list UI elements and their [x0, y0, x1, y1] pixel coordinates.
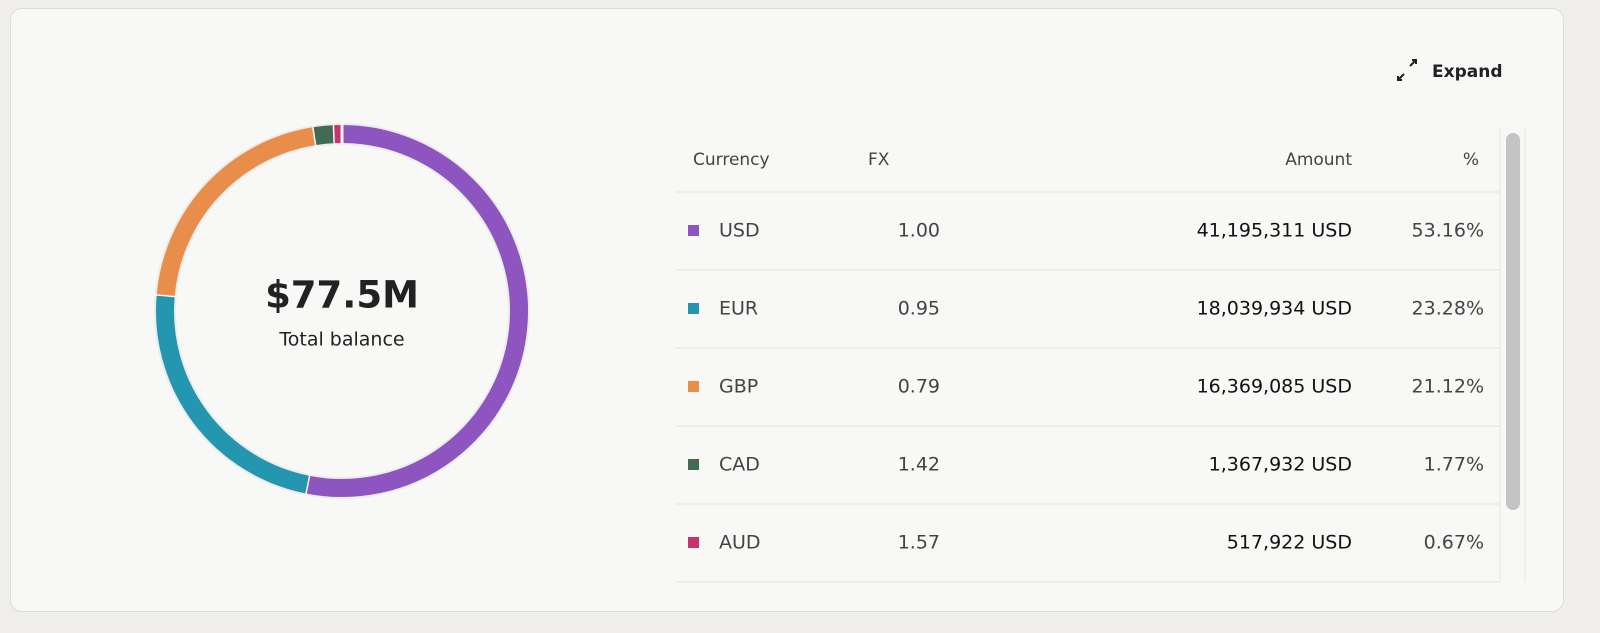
currency: AUD: [719, 532, 761, 554]
table-bg: [675, 128, 1501, 582]
currency-swatch: [688, 537, 699, 548]
percent: 53.16%: [1412, 220, 1484, 242]
percent: 23.28%: [1412, 298, 1484, 320]
percent: 21.12%: [1412, 376, 1484, 398]
currency: GBP: [719, 376, 758, 398]
currency-swatch: [688, 303, 699, 314]
percent: 0.67%: [1424, 532, 1484, 554]
total-value: $77.5M: [265, 274, 419, 317]
amount: 41,195,311 USD: [1197, 220, 1352, 242]
currency-swatch: [688, 459, 699, 470]
donut-segment: [305, 125, 528, 497]
currency: USD: [719, 220, 760, 242]
fx-rate: 1.00: [898, 220, 940, 242]
col-header: Currency: [693, 150, 770, 170]
expand-label[interactable]: Expand: [1432, 62, 1503, 82]
col-header: Amount: [1285, 150, 1352, 170]
amount: 18,039,934 USD: [1197, 298, 1352, 320]
expand-button[interactable]: Expand: [1397, 59, 1503, 82]
fx-rate: 0.79: [898, 376, 940, 398]
currency-swatch: [688, 381, 699, 392]
amount: 1,367,932 USD: [1209, 454, 1352, 476]
donut-segment: [313, 125, 336, 145]
expand-icon: [1397, 59, 1417, 81]
col-header: %: [1463, 150, 1479, 170]
currency-swatch: [688, 225, 699, 236]
currency: CAD: [719, 454, 760, 476]
amount: 517,922 USD: [1227, 532, 1352, 554]
donut-segment: [156, 294, 309, 494]
donut-segment: [156, 127, 317, 296]
percent: 1.77%: [1424, 454, 1484, 476]
scrollbar[interactable]: [1506, 133, 1520, 510]
currency: EUR: [719, 298, 758, 320]
total-label: Total balance: [278, 329, 404, 351]
col-header: FX: [868, 150, 890, 170]
fx-rate: 0.95: [898, 298, 940, 320]
fx-rate: 1.42: [898, 454, 940, 476]
fx-rate: 1.57: [898, 532, 940, 554]
amount: 16,369,085 USD: [1197, 376, 1352, 398]
